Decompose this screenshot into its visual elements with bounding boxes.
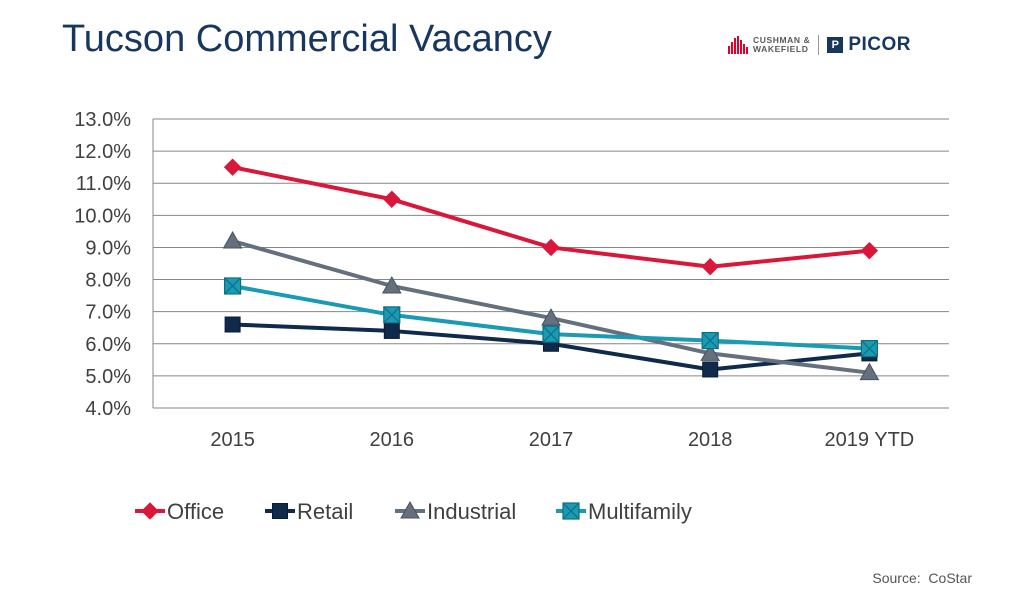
x-tick-label: 2017 [529,429,574,451]
data-point-cross [701,332,719,349]
data-point [542,238,560,257]
y-tick-label: 13.0% [74,109,131,131]
data-point-cross [542,325,560,343]
y-tick-label: 6.0% [85,334,131,356]
data-point [701,331,719,350]
legend-marker [562,502,580,520]
y-tick-label: 5.0% [85,366,131,388]
data-point [224,316,241,333]
series-industrial [222,231,880,381]
legend-marker-cross [562,502,580,520]
data-point-cross [224,277,242,295]
y-tick-label: 10.0% [74,205,131,227]
legend-item-retail: Retail [265,499,353,524]
series-multifamily [224,277,879,358]
legend-marker [141,502,159,520]
data-point [702,361,719,378]
grid-lines [152,118,949,409]
x-tick-label: 2016 [370,429,415,451]
data-point-cross [860,340,878,358]
y-tick-label: 7.0% [85,302,131,324]
y-axis-tick-labels: 4.0% 5.0% 6.0% 7.0% 8.0% 9.0% 10.0% 11.0% 12.0% 1… [74,109,131,420]
logo-divider [818,35,820,55]
series-office [223,158,879,276]
data-point [542,325,560,343]
y-tick-label: 8.0% [85,270,131,292]
y-tick-label: 9.0% [85,237,131,259]
data-point [701,258,719,276]
data-point [383,190,401,208]
y-tick-label: 12.0% [74,141,131,163]
data-point [383,306,401,324]
page-title: Tucson Commercial Vacancy [62,18,552,60]
series-retail [224,316,878,378]
legend-item-office: Office [135,499,224,524]
legend-label: Industrial [427,499,516,524]
legend-marker [400,500,420,519]
x-tick-label: 2019 YTD [825,429,915,451]
picor-wordmark: PICOR [848,34,912,55]
data-point [859,362,880,381]
legend-label: Multifamily [588,499,692,524]
data-point [383,322,400,339]
y-tick-label: 4.0% [85,398,131,420]
cushman-wakefield-mark-icon [728,36,748,54]
data-point [222,231,243,249]
data-point [541,308,561,326]
data-point [700,343,721,361]
legend-label: Retail [297,499,353,524]
data-point-cross [383,306,401,324]
legend: Office Retail Industrial Multifamily [135,499,692,524]
picor-mark-icon: P [827,37,844,53]
x-axis-tick-labels: 2015 2016 2017 2018 2019 YTD [210,429,914,451]
legend-item-multifamily: Multifamily [556,499,692,524]
data-point [860,339,879,358]
data-point [381,275,402,294]
data-point [224,277,242,295]
y-tick-label: 11.0% [76,173,131,195]
logo: CUSHMAN & WAKEFIELD P PICOR [728,30,911,60]
legend-marker [272,503,288,519]
x-tick-label: 2015 [210,429,255,451]
data-point [223,158,242,176]
data-point [860,241,879,260]
source-note: Source: CoStar [872,570,972,586]
legend-item-industrial: Industrial [395,499,516,524]
cushman-wakefield-wordmark: CUSHMAN & WAKEFIELD [753,35,811,54]
series-lines [222,158,880,381]
legend-label: Office [167,499,224,524]
x-tick-label: 2018 [688,429,733,451]
